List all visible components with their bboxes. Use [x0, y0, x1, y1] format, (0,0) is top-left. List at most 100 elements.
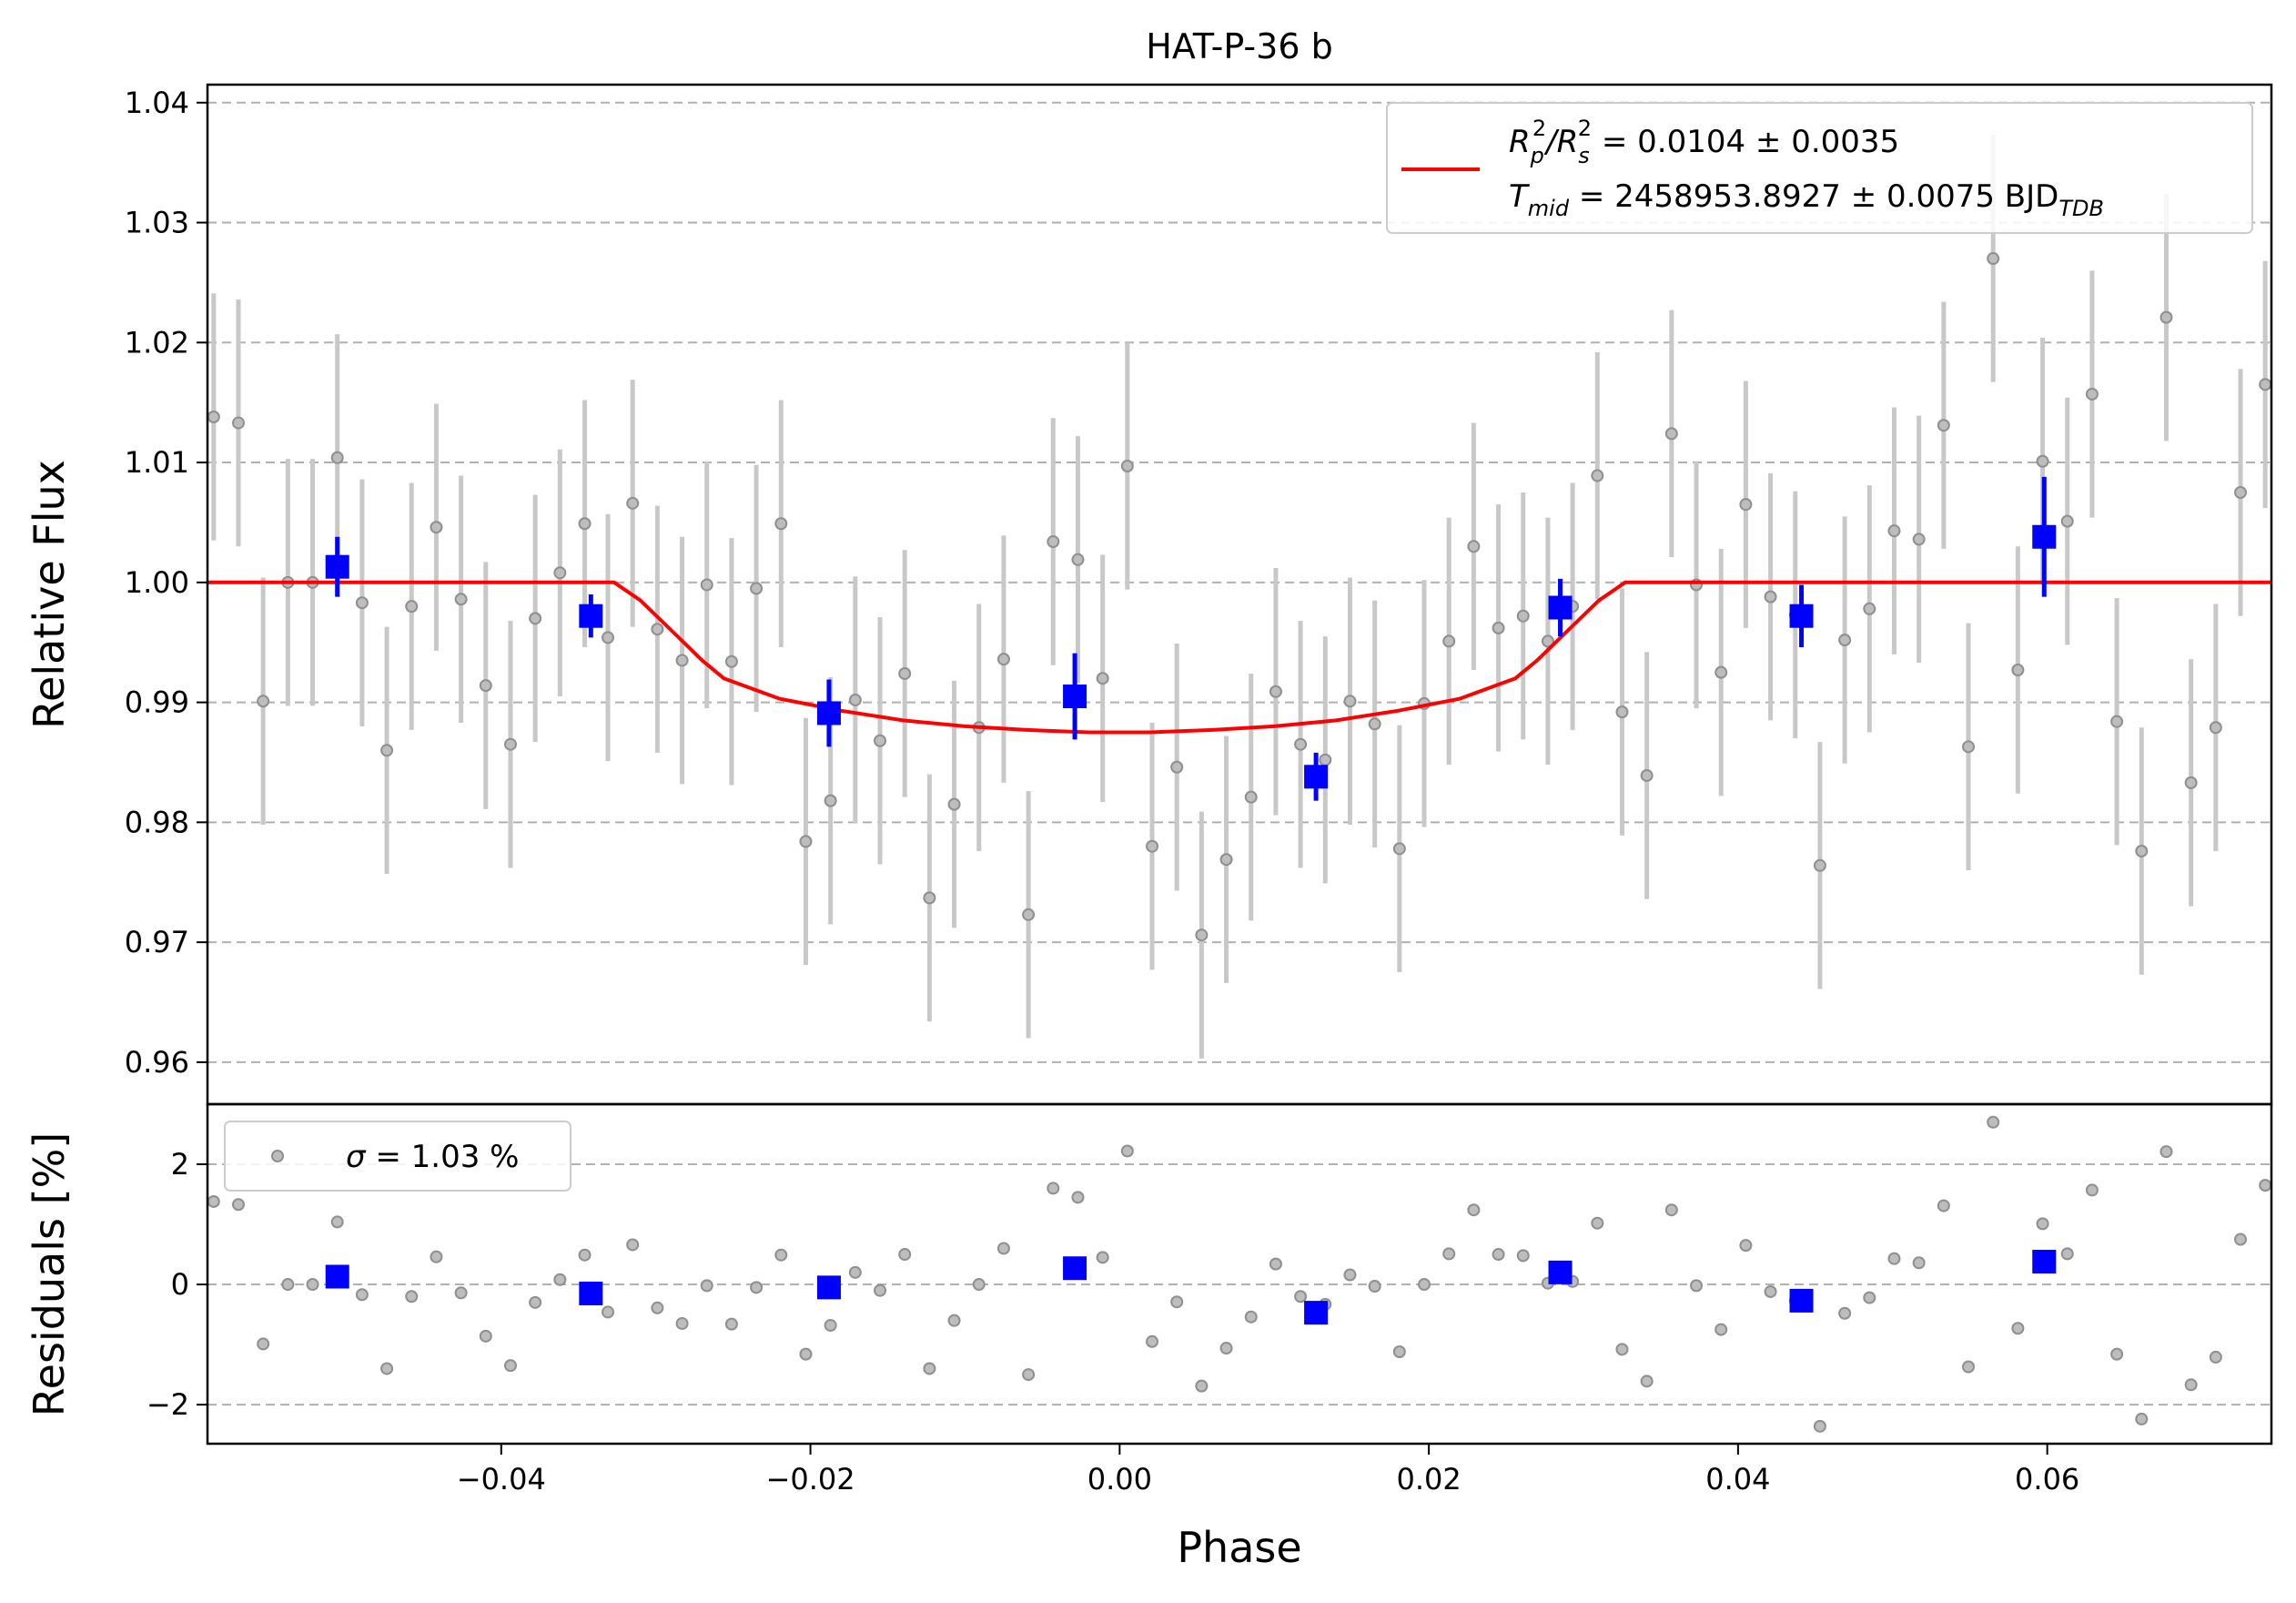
- raw-residual-point: [1714, 1323, 1728, 1336]
- x-ticks: −0.04 −0.02 0.00 0.02 0.04 0.06: [457, 1444, 2079, 1496]
- raw-residual-point: [700, 1279, 713, 1293]
- x-tick-label: −0.04: [457, 1462, 546, 1496]
- raw-data-point: [2036, 454, 2049, 468]
- raw-data-point: [1146, 839, 1159, 853]
- raw-data-point: [1294, 737, 1308, 751]
- raw-residual-point: [1813, 1419, 1826, 1433]
- raw-data-point: [1937, 419, 1950, 432]
- raw-residual-point: [355, 1288, 369, 1302]
- raw-residual-point: [675, 1316, 689, 1330]
- raw-data-point: [799, 835, 813, 848]
- raw-data-point: [626, 496, 640, 510]
- raw-data-point: [1096, 672, 1109, 685]
- raw-data-point: [1714, 665, 1728, 679]
- raw-data-point: [553, 566, 567, 580]
- top-y-axis-title: Relative Flux: [25, 460, 74, 729]
- raw-data-point: [2234, 486, 2248, 499]
- raw-data-point: [1640, 768, 1654, 782]
- raw-residual-point: [1962, 1360, 1976, 1374]
- raw-residual-point: [1764, 1284, 1777, 1298]
- binned-data-point: [2032, 524, 2057, 549]
- binned-data-point: [579, 604, 603, 628]
- raw-data-point: [1170, 760, 1184, 774]
- raw-data-point: [1739, 498, 1753, 512]
- bottom-y-tick-label: 0: [171, 1267, 189, 1302]
- bottom-panel-binned-residuals: [325, 1249, 2057, 1325]
- raw-residual-point: [2159, 1145, 2173, 1159]
- raw-data-point: [750, 582, 764, 595]
- raw-residual-point: [281, 1278, 295, 1292]
- top-panel-y-ticks: 0.96 0.97 0.98 0.99 1.00 1.01 1.02 1.03 1.04: [125, 86, 207, 1080]
- raw-data-point: [1392, 842, 1406, 856]
- x-tick-label: −0.02: [766, 1462, 855, 1496]
- raw-data-point: [330, 451, 344, 464]
- raw-residual-point: [1219, 1342, 1233, 1355]
- raw-residual-point: [824, 1318, 837, 1332]
- raw-data-point: [430, 521, 443, 534]
- raw-residual-point: [1615, 1343, 1629, 1356]
- raw-residual-point: [330, 1215, 344, 1229]
- raw-data-point: [651, 623, 664, 636]
- raw-residual-point: [1664, 1203, 1678, 1217]
- raw-residual-point: [1442, 1247, 1456, 1261]
- raw-data-point: [1912, 533, 1926, 546]
- top-y-tick-label: 1.04: [125, 86, 189, 120]
- x-tick-label: 0.00: [1087, 1462, 1152, 1496]
- x-axis-title: Phase: [1177, 1523, 1301, 1572]
- raw-residual-point: [1937, 1199, 1950, 1212]
- raw-residual-point: [1146, 1334, 1159, 1348]
- raw-data-point: [2110, 715, 2124, 728]
- raw-residual-point: [1120, 1144, 1134, 1158]
- raw-residual-point: [774, 1248, 788, 1262]
- raw-data-point: [1615, 705, 1629, 719]
- bottom-panel-y-ticks: −2 0 2: [147, 1147, 207, 1422]
- raw-data-point: [1838, 634, 1852, 647]
- raw-data-point: [1343, 695, 1357, 708]
- raw-residual-point: [578, 1248, 592, 1262]
- raw-residual-point: [405, 1290, 419, 1304]
- binned-residual-point: [579, 1281, 603, 1305]
- top-panel-frame: [206, 83, 2273, 1106]
- raw-residual-point: [923, 1362, 936, 1375]
- raw-residual-point: [2011, 1322, 2025, 1335]
- top-panel-raw-data: [207, 135, 2271, 1059]
- x-tick-label: 0.04: [1705, 1462, 1770, 1496]
- raw-data-point: [724, 654, 738, 668]
- raw-data-point: [1813, 858, 1826, 872]
- top-y-tick-label: 1.03: [125, 206, 189, 240]
- raw-data-point: [1987, 252, 2000, 266]
- bottom-legend: σ = 1.03 %: [224, 1121, 571, 1192]
- raw-residual-point: [553, 1273, 567, 1286]
- x-tick-label: 0.02: [1396, 1462, 1461, 1496]
- raw-residual-point: [1838, 1306, 1852, 1320]
- raw-residual-point: [1516, 1249, 1530, 1263]
- raw-data-point: [1368, 717, 1381, 731]
- raw-residual-point: [724, 1317, 738, 1331]
- raw-residual-point: [1195, 1379, 1209, 1393]
- raw-data-point: [1887, 524, 1901, 538]
- raw-residual-point: [1912, 1256, 1926, 1270]
- raw-residual-point: [1492, 1248, 1505, 1262]
- chart-title: HAT-P-36 b: [1146, 26, 1332, 66]
- raw-residual-point: [1294, 1290, 1308, 1304]
- bottom-y-axis-title: Residuals [%]: [25, 1132, 74, 1416]
- raw-data-point: [675, 654, 689, 667]
- raw-residual-point: [2036, 1217, 2049, 1231]
- top-panel-model: [207, 580, 2271, 735]
- raw-data-point: [1664, 427, 1678, 441]
- raw-data-point: [454, 593, 468, 606]
- raw-residual-point: [874, 1283, 887, 1297]
- raw-residual-point: [1096, 1251, 1109, 1264]
- top-y-tick-label: 1.00: [125, 565, 189, 600]
- raw-residual-point: [848, 1265, 862, 1279]
- raw-residual-point: [529, 1295, 542, 1309]
- raw-residual-point: [479, 1329, 492, 1343]
- raw-data-point: [578, 517, 592, 531]
- raw-data-point: [380, 744, 394, 757]
- raw-data-point: [923, 891, 936, 905]
- raw-data-point: [1591, 469, 1604, 482]
- raw-data-point: [1319, 753, 1332, 766]
- top-y-tick-label: 1.02: [125, 325, 189, 360]
- binned-residual-point: [816, 1275, 841, 1300]
- raw-data-point: [355, 596, 369, 610]
